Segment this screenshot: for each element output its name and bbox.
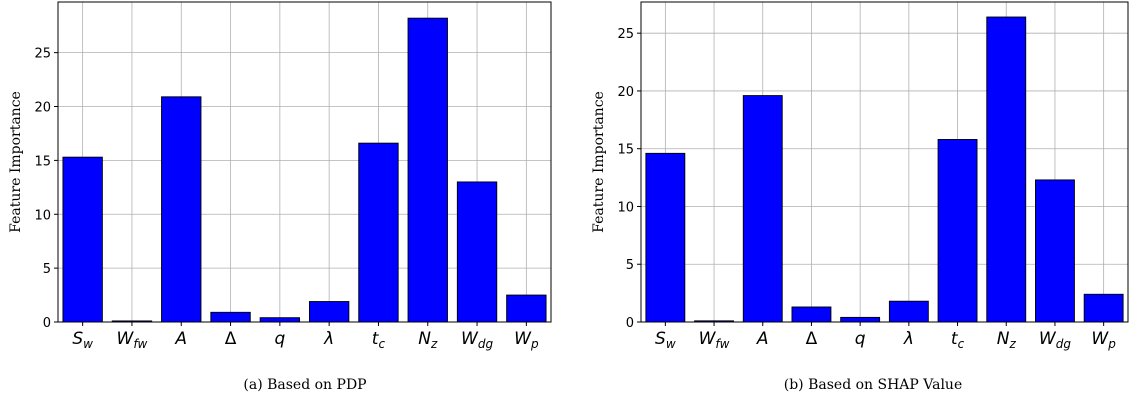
x-tick-label-λ: λ: [323, 329, 334, 349]
y-tick-label: 15: [34, 154, 51, 169]
y-axis-title: Feature Importance: [591, 91, 607, 233]
bar-shap-A: [742, 95, 783, 323]
x-tick-label-Wdg: Wdg: [461, 329, 493, 351]
y-tick-label: 0: [626, 316, 634, 331]
bar-shap-Nz: [986, 16, 1027, 323]
x-tick-label-Wfw: Wfw: [699, 329, 730, 351]
x-tick-label-Δ: Δ: [806, 329, 818, 349]
x-tick-label-q: q: [855, 329, 866, 349]
y-tick-label: 20: [34, 101, 51, 116]
x-tick-label-tc: tc: [372, 329, 386, 351]
bar-pdp-tc: [358, 142, 399, 323]
x-tick-label-A: A: [756, 329, 769, 349]
x-tick-label-Wfw: Wfw: [117, 329, 148, 351]
x-tick-label-q: q: [274, 329, 285, 349]
bar-shap-Sw: [645, 152, 686, 323]
y-tick-label: 5: [43, 262, 51, 277]
x-tick-label-Wp: Wp: [514, 329, 539, 351]
y-tick-label: 5: [626, 258, 634, 273]
bar-shap-tc: [937, 139, 978, 323]
y-tick-label: 10: [34, 208, 51, 223]
bar-pdp-Wp: [506, 294, 547, 323]
x-tick-label-Sw: Sw: [655, 329, 676, 351]
y-tick-label: 15: [617, 143, 634, 158]
bar-shap-λ: [888, 300, 929, 323]
x-tick-label-Wp: Wp: [1091, 329, 1116, 351]
x-tick-label-λ: λ: [903, 329, 914, 349]
bar-pdp-Sw: [62, 156, 103, 323]
bar-pdp-q: [259, 317, 301, 323]
bar-pdp-A: [161, 96, 202, 323]
x-tick-label-A: A: [174, 329, 187, 349]
y-tick-label: 20: [617, 85, 634, 100]
y-tick-label: 25: [617, 27, 634, 42]
axes-frame: [57, 1, 552, 323]
x-tick-label-Nz: Nz: [418, 329, 438, 351]
bar-shap-q: [840, 316, 881, 323]
bar-shap-Δ: [791, 306, 832, 323]
y-tick-label: 10: [617, 200, 634, 215]
caption-pdp: (a) Based on PDP: [243, 377, 366, 393]
x-tick-label-tc: tc: [951, 329, 965, 351]
caption-shap: (b) Based on SHAP Value: [784, 377, 962, 393]
y-tick-label: 0: [43, 316, 51, 331]
bar-pdp-Δ: [210, 311, 251, 323]
x-tick-label-Nz: Nz: [997, 329, 1017, 351]
bar-pdp-λ: [308, 301, 350, 323]
bar-pdp-Nz: [407, 17, 448, 323]
bar-shap-Wp: [1083, 293, 1124, 323]
x-tick-label-Wdg: Wdg: [1039, 329, 1071, 351]
axes-frame: [640, 1, 1129, 323]
y-axis-title: Feature Importance: [8, 91, 24, 233]
x-tick-label-Sw: Sw: [72, 329, 93, 351]
x-tick-label-Δ: Δ: [225, 329, 237, 349]
bar-pdp-Wdg: [456, 181, 498, 323]
y-tick-label: 25: [34, 47, 51, 62]
bar-shap-Wdg: [1035, 179, 1075, 323]
